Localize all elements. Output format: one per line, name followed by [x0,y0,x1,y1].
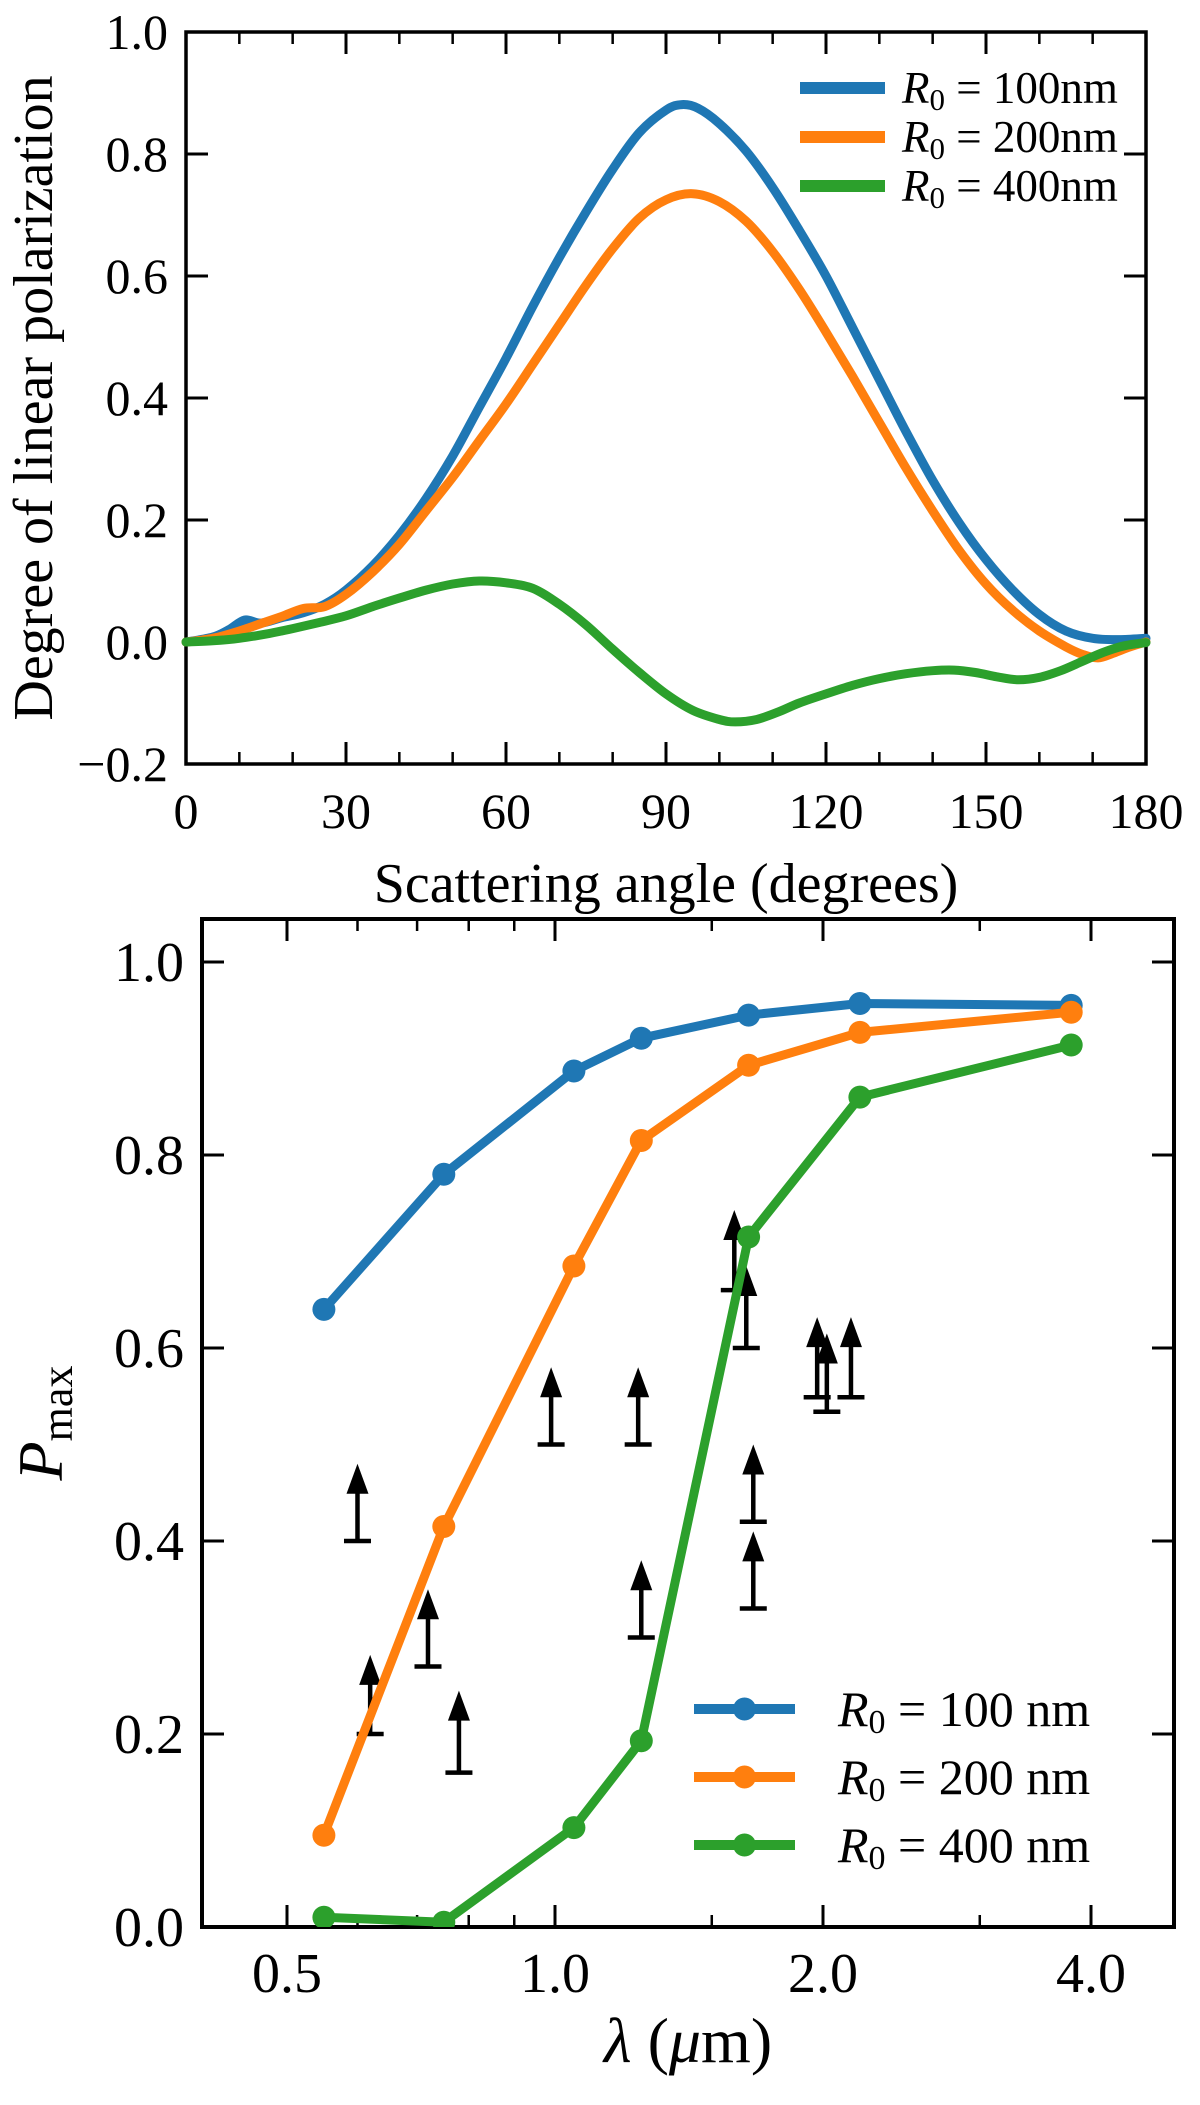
x-tick-label: 0.5 [252,1943,322,2005]
x-tick-label: 60 [481,783,531,839]
legend-label: R0 = 100 nm [837,1681,1090,1741]
y-tick-label: 1.0 [106,4,169,60]
x-axis-label: λ (μm) [602,2005,772,2076]
legend-swatch-marker [733,1765,756,1789]
y-axis-label: Degree of linear polarization [3,75,65,720]
x-tick-label: 180 [1109,783,1184,839]
bottom-legend: R0 = 100 nm R0 = 200 nm R0 = 400 nm [694,1681,1090,1877]
legend-label: R0 = 400nm [901,161,1118,215]
y-axis-label: Pmax [5,1366,82,1482]
x-tick-label: 120 [789,783,864,839]
legend-label: R0 = 200 nm [837,1749,1090,1809]
arrow-head [839,1317,862,1348]
arrow-head [815,1333,838,1364]
series-line [319,999,1076,1314]
arrow-head [346,1463,369,1494]
y-tick-label: 0.8 [114,1125,184,1187]
arrow-head [806,1317,829,1348]
data-point-marker [848,992,872,1015]
x-tick-label: 1.0 [520,1943,590,2005]
x-tick-label: 2.0 [788,1943,858,2005]
data-point-marker [1059,1000,1083,1024]
y-tick-label: 0.0 [106,614,169,670]
x-tick-label: 150 [949,783,1024,839]
x-tick-label: 4.0 [1056,1943,1126,2005]
arrow-head [540,1367,563,1398]
arrow-head [742,1531,765,1562]
data-point-marker [432,1162,456,1186]
series-R0=200nm [312,1000,1083,1847]
bottom-panel: 0.5 1.0 2.0 4.00.00.20.40.60.81.0λ (μm)Pmax… [5,917,1176,2076]
lower-limit-arrows [343,1210,865,1775]
legend-swatch-marker [733,1697,756,1721]
lower-limit-arrow [739,1444,767,1524]
series-R0=400nm [312,1033,1083,1927]
lower-limit-arrow [624,1367,652,1447]
axes-frame [200,917,1176,1929]
lower-limit-arrow [739,1531,767,1611]
data-point-marker [629,1129,653,1152]
data-point-marker [562,1254,586,1278]
curve-R0=400nm [181,576,1151,727]
curve-R0=200nm [181,189,1151,663]
data-point-marker [562,1059,586,1083]
y-tick-label: 0.4 [106,370,169,426]
y-tick-label: 0.6 [106,248,169,304]
lower-limit-arrow [414,1589,442,1669]
arrow-head [416,1589,439,1620]
y-tick-label: 0.6 [114,1318,184,1380]
data-point-marker [312,1905,336,1927]
lower-limit-arrow [537,1367,565,1447]
data-point-marker [737,1003,761,1027]
data-point-marker [737,1053,761,1077]
y-tick-label: 0.0 [114,1897,184,1959]
arrow-head [742,1444,765,1475]
y-tick-label: 0.4 [114,1511,184,1573]
x-tick-label: 90 [641,783,691,839]
data-point-marker [629,1729,653,1753]
legend-label: R0 = 200nm [901,112,1118,166]
data-point-marker [562,1816,586,1840]
data-point-marker [629,1026,653,1050]
data-point-marker [432,1910,456,1927]
data-point-marker [1059,1033,1083,1057]
legend-swatch-marker [733,1833,756,1857]
x-axis-label: Scattering angle (degrees) [374,853,959,915]
legend-label: R0 = 400 nm [837,1817,1090,1877]
y-tick-label: 0.2 [106,492,169,548]
lower-limit-arrow [627,1560,655,1640]
lower-limit-arrow [343,1463,371,1544]
series-R0=100nm [312,992,1083,1321]
data-point-marker [432,1515,456,1538]
arrow-head [359,1654,382,1685]
lower-limit-arrow [813,1333,841,1414]
y-tick-label: 0.2 [114,1704,184,1766]
x-tick-label: 0 [174,783,199,839]
arrow-head [447,1690,470,1721]
y-tick-label: −0.2 [77,736,168,792]
arrow-head [627,1367,650,1398]
x-tick-label: 30 [321,783,371,839]
y-tick-label: 1.0 [114,932,184,994]
data-point-marker [848,1085,872,1109]
lower-limit-arrow [837,1317,865,1400]
data-point-marker [848,1020,872,1044]
legend-label: R0 = 100nm [901,63,1118,117]
data-point-marker [312,1297,336,1321]
y-tick-label: 0.8 [106,126,169,182]
arrow-head [630,1560,653,1591]
data-point-marker [312,1823,336,1847]
top-panel: 0 30 60 90 120 150 180 −0.2 0.0 0.2 0.4 0.6 0.8 1.0 Sc… [3,4,1184,915]
data-point-marker [737,1225,761,1249]
lower-limit-arrow [445,1690,473,1775]
